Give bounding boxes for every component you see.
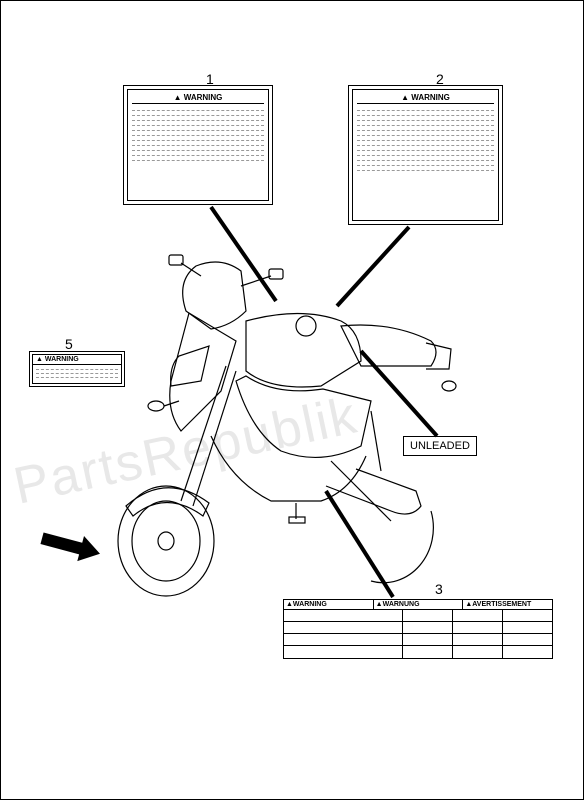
tire-header-3: ▲AVERTISSEMENT xyxy=(463,600,552,609)
warning-label-2-header: ▲ WARNING xyxy=(357,92,494,104)
callout-3: 3 xyxy=(435,581,443,597)
warning-label-2: ▲ WARNING xyxy=(348,85,503,225)
warning-label-2-body xyxy=(357,104,494,172)
motorcycle-drawing xyxy=(71,251,461,611)
warning-label-1: ▲ WARNING xyxy=(123,85,273,205)
unleaded-label: UNLEADED xyxy=(403,436,477,456)
tire-header-1: ▲WARNING xyxy=(284,600,374,609)
tire-info-label-3: ▲WARNING ▲WARNUNG ▲AVERTISSEMENT xyxy=(283,599,553,659)
warning-label-1-header: ▲ WARNING xyxy=(132,92,264,104)
warning-label-5-header: ▲ WARNING xyxy=(33,355,121,365)
diagram-container: PartsRepublik xyxy=(0,0,584,800)
tire-header-2: ▲WARNUNG xyxy=(374,600,464,609)
callout-5: 5 xyxy=(65,336,73,352)
direction-arrow-icon xyxy=(31,521,111,571)
warning-label-5: ▲ WARNING xyxy=(29,351,125,387)
warning-label-1-body xyxy=(132,104,264,162)
warning-label-5-body xyxy=(33,365,121,383)
